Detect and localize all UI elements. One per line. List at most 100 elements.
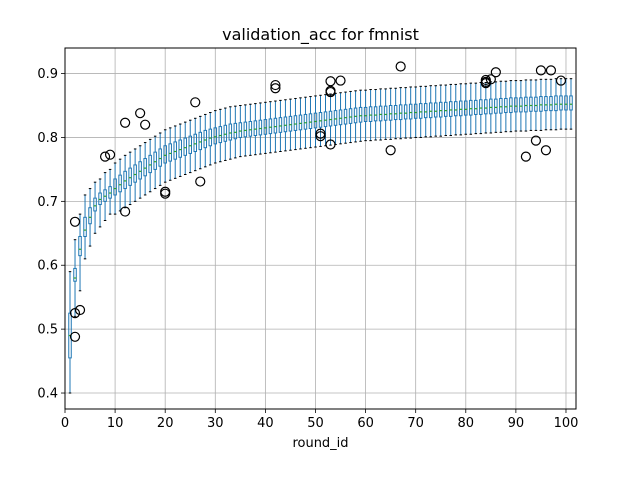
box-round (474, 82, 478, 135)
iqr-box (213, 127, 218, 145)
iqr-box (323, 111, 328, 128)
iqr-box (509, 97, 513, 114)
y-tick-label: 0.4 (37, 387, 58, 402)
box-round (544, 78, 548, 131)
iqr-box (308, 113, 313, 130)
iqr-box (238, 122, 243, 138)
iqr-box (549, 96, 553, 112)
outlier-point (120, 206, 131, 217)
outlier-point (530, 135, 542, 146)
box-round (288, 98, 293, 151)
y-tick-label: 0.6 (37, 259, 58, 274)
box-round (233, 105, 238, 159)
iqr-box (353, 107, 358, 124)
box-round (423, 85, 428, 138)
chart-title: validation_acc for fmnist (222, 25, 419, 45)
outlier-point (99, 151, 111, 162)
iqr-box (378, 105, 383, 122)
box-round (278, 99, 283, 153)
box-round (123, 154, 127, 209)
box-round (83, 194, 87, 260)
iqr-box (524, 96, 528, 113)
box-round (328, 93, 333, 146)
outlier-points (69, 61, 567, 342)
box-round (413, 86, 418, 138)
outlier-point (315, 128, 326, 139)
iqr-box (183, 137, 187, 156)
outlier-point (195, 176, 206, 187)
box-round (484, 82, 488, 134)
outlier-point (540, 145, 552, 156)
iqr-box (248, 120, 253, 137)
outlier-point (490, 67, 501, 78)
box-round (108, 168, 112, 215)
box-round (273, 100, 278, 153)
iqr-box (138, 161, 142, 180)
box-round (143, 142, 147, 196)
y-tick-label: 0.8 (37, 131, 58, 146)
iqr-box (228, 123, 233, 141)
box-round (564, 78, 568, 130)
outlier-point (335, 75, 346, 86)
box-round (198, 115, 203, 170)
box-round (438, 84, 443, 137)
iqr-box (253, 120, 258, 137)
box-round (218, 108, 223, 163)
iqr-box (103, 189, 107, 202)
iqr-box (193, 133, 198, 153)
box-round (163, 129, 167, 183)
iqr-box (484, 99, 488, 115)
iqr-box (158, 148, 162, 167)
box-round (378, 88, 383, 141)
iqr-box (88, 207, 92, 225)
box-round (243, 104, 248, 157)
iqr-box (418, 103, 423, 119)
iqr-box (133, 164, 137, 183)
iqr-box (454, 101, 458, 117)
iqr-box (333, 110, 338, 126)
boxes (68, 78, 573, 394)
iqr-box (83, 216, 87, 237)
box-round (449, 83, 453, 137)
x-tick-label: 50 (307, 416, 324, 431)
box-round (338, 92, 343, 145)
box-round (393, 87, 398, 140)
box-round (408, 86, 413, 139)
outlier-point (485, 74, 496, 85)
iqr-box (343, 108, 348, 125)
iqr-box (123, 170, 127, 190)
box-round (464, 83, 468, 135)
outlier-point (315, 131, 326, 142)
iqr-box (534, 96, 538, 112)
box-round (213, 110, 218, 164)
iqr-box (208, 128, 213, 147)
box-round (203, 113, 208, 168)
box-round (539, 78, 543, 131)
outlier-point (520, 151, 532, 162)
iqr-box (303, 113, 308, 130)
iqr-box (93, 197, 97, 212)
iqr-box (408, 103, 413, 120)
iqr-box (539, 96, 543, 112)
box-round (178, 123, 182, 177)
iqr-box (413, 103, 418, 119)
iqr-box (178, 139, 182, 158)
box-round (504, 80, 508, 133)
iqr-box (474, 99, 478, 115)
y-tick-label: 0.9 (37, 67, 58, 82)
outlier-point (535, 65, 547, 76)
box-round (283, 99, 288, 152)
box-round (388, 87, 393, 140)
y-tick-label: 0.7 (37, 195, 58, 210)
box-round (433, 85, 438, 137)
outlier-point (395, 61, 406, 72)
box-round (454, 83, 458, 136)
iqr-box (73, 267, 77, 282)
outlier-point (555, 75, 567, 86)
iqr-box (383, 105, 388, 121)
x-tick-label: 10 (107, 416, 124, 431)
box-round (228, 106, 233, 160)
x-tick-label: 100 (554, 416, 579, 431)
